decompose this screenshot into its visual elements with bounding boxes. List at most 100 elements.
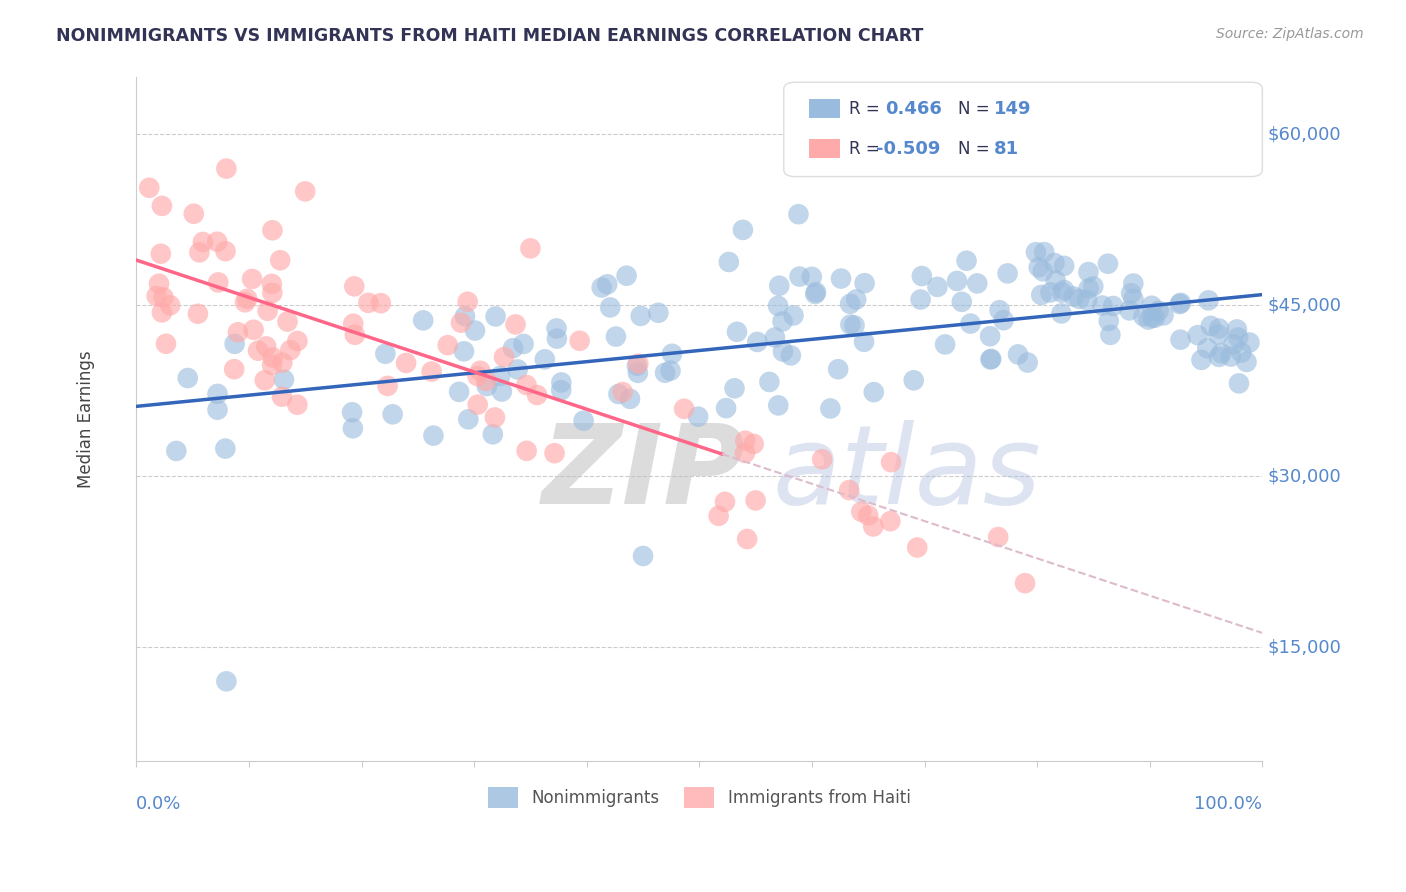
Point bbox=[550, 383, 572, 397]
Point bbox=[627, 366, 650, 380]
Point bbox=[707, 508, 730, 523]
Point bbox=[572, 414, 595, 428]
Point bbox=[233, 295, 256, 310]
Point bbox=[278, 343, 301, 358]
Point bbox=[516, 443, 538, 458]
Point bbox=[607, 387, 630, 401]
Text: -0.509: -0.509 bbox=[876, 139, 941, 158]
Point bbox=[1050, 285, 1073, 300]
Point bbox=[475, 374, 498, 388]
Point bbox=[467, 369, 489, 384]
Point bbox=[979, 329, 1001, 343]
Point bbox=[343, 327, 366, 342]
Point bbox=[997, 267, 1019, 281]
Point bbox=[276, 315, 298, 329]
Point bbox=[191, 235, 214, 249]
Point bbox=[955, 253, 977, 268]
Text: 0.466: 0.466 bbox=[886, 100, 942, 118]
Point bbox=[240, 272, 263, 286]
Text: 0.0%: 0.0% bbox=[136, 796, 181, 814]
Point bbox=[188, 245, 211, 260]
Point bbox=[673, 401, 696, 416]
Point bbox=[839, 318, 862, 332]
Point bbox=[804, 285, 827, 300]
Point bbox=[450, 316, 472, 330]
Text: Source: ZipAtlas.com: Source: ZipAtlas.com bbox=[1216, 27, 1364, 41]
Text: 81: 81 bbox=[994, 139, 1019, 158]
Point bbox=[744, 493, 766, 508]
Point bbox=[789, 269, 811, 284]
Point bbox=[734, 434, 756, 448]
Point bbox=[838, 483, 860, 497]
Point bbox=[979, 352, 1001, 367]
Point bbox=[1140, 310, 1163, 325]
Point bbox=[787, 207, 810, 221]
Text: 100.0%: 100.0% bbox=[1194, 796, 1263, 814]
Point bbox=[1227, 376, 1250, 391]
Point bbox=[758, 375, 780, 389]
Point bbox=[627, 357, 650, 371]
Point bbox=[723, 381, 745, 395]
Point bbox=[422, 428, 444, 442]
Point bbox=[779, 348, 801, 362]
Point bbox=[269, 253, 291, 268]
Text: $15,000: $15,000 bbox=[1268, 638, 1341, 657]
Text: R =: R = bbox=[849, 100, 880, 118]
Point bbox=[772, 314, 794, 328]
Point bbox=[862, 385, 884, 400]
Point bbox=[1122, 292, 1144, 306]
Point bbox=[377, 379, 399, 393]
Point bbox=[631, 549, 654, 563]
Point bbox=[484, 410, 506, 425]
Text: Median Earnings: Median Earnings bbox=[77, 351, 94, 488]
Point bbox=[464, 324, 486, 338]
Point bbox=[1132, 310, 1154, 324]
Point bbox=[830, 271, 852, 285]
Point bbox=[159, 298, 181, 312]
Point bbox=[659, 364, 682, 378]
Point bbox=[506, 362, 529, 376]
Point bbox=[224, 336, 246, 351]
Point bbox=[155, 336, 177, 351]
Point bbox=[215, 674, 238, 689]
Point bbox=[1118, 303, 1140, 318]
Text: N =: N = bbox=[959, 100, 990, 118]
Point bbox=[1226, 322, 1249, 336]
Point bbox=[343, 279, 366, 293]
Point bbox=[395, 356, 418, 370]
Point bbox=[988, 303, 1011, 318]
Bar bbox=[808, 139, 839, 158]
Point bbox=[1043, 256, 1066, 270]
Point bbox=[1099, 327, 1122, 342]
Point bbox=[1076, 293, 1098, 308]
Point bbox=[207, 276, 229, 290]
Point bbox=[688, 409, 710, 424]
Text: $30,000: $30,000 bbox=[1268, 467, 1341, 485]
Point bbox=[1137, 312, 1160, 326]
Point bbox=[177, 371, 200, 385]
Point bbox=[1053, 259, 1076, 273]
Point bbox=[247, 343, 270, 358]
Point bbox=[1147, 304, 1170, 318]
Point bbox=[149, 246, 172, 260]
Point bbox=[489, 368, 512, 383]
Point bbox=[420, 365, 443, 379]
Point bbox=[1121, 286, 1143, 301]
Legend: Nonimmigrants, Immigrants from Haiti: Nonimmigrants, Immigrants from Haiti bbox=[481, 780, 917, 814]
Point bbox=[285, 398, 308, 412]
Point bbox=[1208, 321, 1230, 335]
Point bbox=[1032, 264, 1054, 278]
Point bbox=[1031, 288, 1053, 302]
Point bbox=[714, 495, 737, 509]
Point bbox=[467, 398, 489, 412]
Point bbox=[1045, 273, 1067, 287]
Point bbox=[966, 277, 988, 291]
Point bbox=[1230, 345, 1253, 359]
Text: ZIP: ZIP bbox=[541, 420, 745, 527]
Point bbox=[1191, 352, 1213, 367]
Point bbox=[342, 317, 364, 331]
Point bbox=[1227, 330, 1250, 344]
Point bbox=[138, 180, 160, 194]
Point bbox=[1083, 279, 1105, 293]
Point bbox=[1039, 285, 1062, 300]
